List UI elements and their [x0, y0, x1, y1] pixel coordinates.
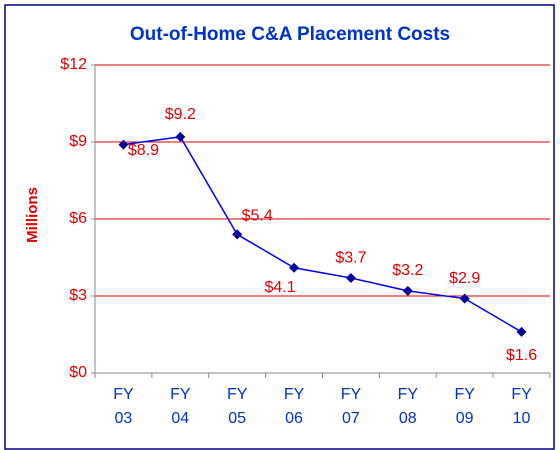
y-tick-label: $6 — [69, 210, 87, 227]
y-tick-label: $12 — [60, 56, 87, 73]
chart-frame — [4, 4, 555, 450]
data-label: $3.7 — [335, 249, 366, 266]
y-tick-label: $0 — [69, 364, 87, 381]
data-label: $1.6 — [506, 347, 537, 364]
marker — [118, 139, 129, 150]
data-label: $5.4 — [242, 208, 273, 225]
marker — [345, 273, 356, 284]
x-tick-label: FY 10 — [511, 386, 532, 427]
x-tick-label: FY 03 — [113, 386, 134, 427]
x-tick-label: FY 05 — [227, 386, 248, 427]
marker — [175, 131, 186, 142]
chart-title: Out-of-Home C&A Placement Costs — [130, 24, 450, 45]
x-tick-label: FY 04 — [170, 386, 191, 427]
marker — [232, 229, 243, 240]
x-tick-label: FY 06 — [284, 386, 305, 427]
marker — [402, 285, 413, 296]
data-label: $9.2 — [165, 106, 196, 123]
marker — [516, 326, 527, 337]
data-label: $3.2 — [392, 262, 423, 279]
y-tick-label: $9 — [69, 133, 87, 150]
x-tick-label: FY 08 — [398, 386, 419, 427]
x-tick-label: FY 09 — [454, 386, 475, 427]
data-label: $2.9 — [449, 270, 480, 287]
data-label: $4.1 — [264, 279, 295, 296]
y-tick-label: $3 — [69, 287, 87, 304]
marker — [459, 293, 470, 304]
y-axis-label: Millions — [24, 187, 41, 243]
data-label: $8.9 — [128, 142, 159, 159]
x-tick-label: FY 07 — [341, 386, 362, 427]
line — [123, 136, 522, 333]
marker — [289, 262, 300, 273]
